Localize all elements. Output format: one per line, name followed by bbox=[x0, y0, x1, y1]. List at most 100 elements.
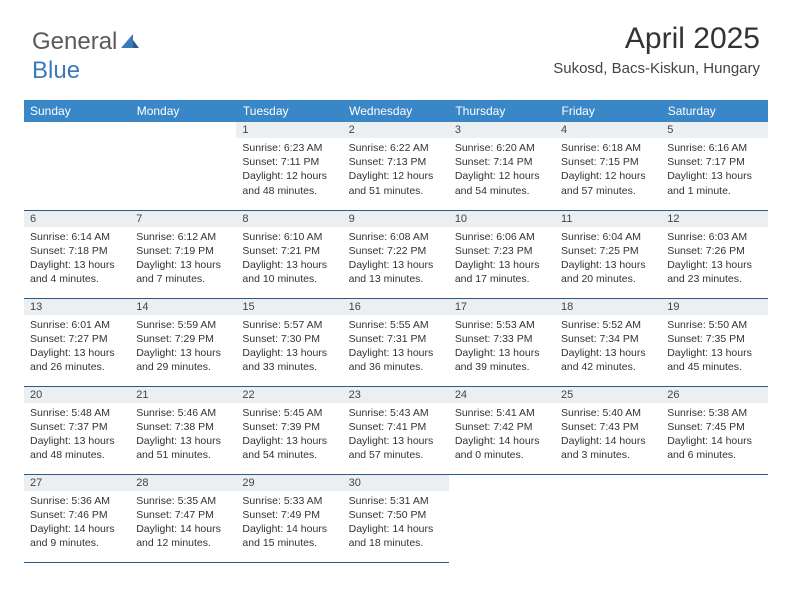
sunrise-line: Sunrise: 6:01 AM bbox=[30, 318, 124, 332]
sunset-line: Sunset: 7:43 PM bbox=[561, 420, 655, 434]
calendar-cell: 22Sunrise: 5:45 AMSunset: 7:39 PMDayligh… bbox=[236, 386, 342, 474]
sunset-line: Sunset: 7:13 PM bbox=[349, 155, 443, 169]
calendar-cell: 1Sunrise: 6:23 AMSunset: 7:11 PMDaylight… bbox=[236, 122, 342, 210]
sunset-line: Sunset: 7:29 PM bbox=[136, 332, 230, 346]
day-number: 9 bbox=[343, 211, 449, 227]
daylight-line: Daylight: 13 hours and 10 minutes. bbox=[242, 258, 336, 286]
daylight-line: Daylight: 13 hours and 26 minutes. bbox=[30, 346, 124, 374]
sunrise-line: Sunrise: 6:18 AM bbox=[561, 141, 655, 155]
calendar-cell: 10Sunrise: 6:06 AMSunset: 7:23 PMDayligh… bbox=[449, 210, 555, 298]
daylight-line: Daylight: 13 hours and 4 minutes. bbox=[30, 258, 124, 286]
calendar-cell: 2Sunrise: 6:22 AMSunset: 7:13 PMDaylight… bbox=[343, 122, 449, 210]
daylight-line: Daylight: 14 hours and 18 minutes. bbox=[349, 522, 443, 550]
calendar-cell: 24Sunrise: 5:41 AMSunset: 7:42 PMDayligh… bbox=[449, 386, 555, 474]
day-body: Sunrise: 5:43 AMSunset: 7:41 PMDaylight:… bbox=[343, 403, 449, 467]
calendar-cell bbox=[449, 474, 555, 562]
sunset-line: Sunset: 7:17 PM bbox=[667, 155, 761, 169]
calendar-cell: 5Sunrise: 6:16 AMSunset: 7:17 PMDaylight… bbox=[661, 122, 767, 210]
day-body: Sunrise: 6:04 AMSunset: 7:25 PMDaylight:… bbox=[555, 227, 661, 291]
weekday-header: Sunday bbox=[24, 100, 130, 122]
day-number: 24 bbox=[449, 387, 555, 403]
brand-part2: Blue bbox=[32, 57, 80, 84]
calendar-cell: 29Sunrise: 5:33 AMSunset: 7:49 PMDayligh… bbox=[236, 474, 342, 562]
sunset-line: Sunset: 7:22 PM bbox=[349, 244, 443, 258]
day-body: Sunrise: 6:22 AMSunset: 7:13 PMDaylight:… bbox=[343, 138, 449, 202]
day-body: Sunrise: 6:20 AMSunset: 7:14 PMDaylight:… bbox=[449, 138, 555, 202]
sunrise-line: Sunrise: 5:48 AM bbox=[30, 406, 124, 420]
calendar-cell: 16Sunrise: 5:55 AMSunset: 7:31 PMDayligh… bbox=[343, 298, 449, 386]
sunrise-line: Sunrise: 6:22 AM bbox=[349, 141, 443, 155]
page-title: April 2025 bbox=[553, 22, 760, 56]
day-number: 11 bbox=[555, 211, 661, 227]
calendar-cell: 8Sunrise: 6:10 AMSunset: 7:21 PMDaylight… bbox=[236, 210, 342, 298]
calendar-cell: 19Sunrise: 5:50 AMSunset: 7:35 PMDayligh… bbox=[661, 298, 767, 386]
day-number: 6 bbox=[24, 211, 130, 227]
brand-logo: General Blue bbox=[32, 28, 139, 85]
calendar-cell: 30Sunrise: 5:31 AMSunset: 7:50 PMDayligh… bbox=[343, 474, 449, 562]
day-body: Sunrise: 6:23 AMSunset: 7:11 PMDaylight:… bbox=[236, 138, 342, 202]
day-body: Sunrise: 5:59 AMSunset: 7:29 PMDaylight:… bbox=[130, 315, 236, 379]
sunset-line: Sunset: 7:18 PM bbox=[30, 244, 124, 258]
day-number: 23 bbox=[343, 387, 449, 403]
brand-sail-icon bbox=[119, 29, 139, 57]
day-body: Sunrise: 5:52 AMSunset: 7:34 PMDaylight:… bbox=[555, 315, 661, 379]
sunrise-line: Sunrise: 6:14 AM bbox=[30, 230, 124, 244]
page-location: Sukosd, Bacs-Kiskun, Hungary bbox=[553, 60, 760, 77]
sunset-line: Sunset: 7:42 PM bbox=[455, 420, 549, 434]
day-body: Sunrise: 5:57 AMSunset: 7:30 PMDaylight:… bbox=[236, 315, 342, 379]
page-header: April 2025 Sukosd, Bacs-Kiskun, Hungary bbox=[553, 22, 760, 77]
sunset-line: Sunset: 7:37 PM bbox=[30, 420, 124, 434]
sunset-line: Sunset: 7:39 PM bbox=[242, 420, 336, 434]
day-number: 5 bbox=[661, 122, 767, 138]
day-number: 27 bbox=[24, 475, 130, 491]
daylight-line: Daylight: 13 hours and 23 minutes. bbox=[667, 258, 761, 286]
sunset-line: Sunset: 7:46 PM bbox=[30, 508, 124, 522]
day-body: Sunrise: 6:18 AMSunset: 7:15 PMDaylight:… bbox=[555, 138, 661, 202]
day-body: Sunrise: 5:33 AMSunset: 7:49 PMDaylight:… bbox=[236, 491, 342, 555]
sunset-line: Sunset: 7:23 PM bbox=[455, 244, 549, 258]
calendar-cell: 25Sunrise: 5:40 AMSunset: 7:43 PMDayligh… bbox=[555, 386, 661, 474]
sunrise-line: Sunrise: 6:20 AM bbox=[455, 141, 549, 155]
calendar-row: 20Sunrise: 5:48 AMSunset: 7:37 PMDayligh… bbox=[24, 386, 768, 474]
day-number: 29 bbox=[236, 475, 342, 491]
day-body: Sunrise: 5:41 AMSunset: 7:42 PMDaylight:… bbox=[449, 403, 555, 467]
calendar-row: 13Sunrise: 6:01 AMSunset: 7:27 PMDayligh… bbox=[24, 298, 768, 386]
calendar-cell bbox=[555, 474, 661, 562]
sunset-line: Sunset: 7:19 PM bbox=[136, 244, 230, 258]
day-body: Sunrise: 5:55 AMSunset: 7:31 PMDaylight:… bbox=[343, 315, 449, 379]
sunrise-line: Sunrise: 5:38 AM bbox=[667, 406, 761, 420]
sunset-line: Sunset: 7:41 PM bbox=[349, 420, 443, 434]
sunrise-line: Sunrise: 5:31 AM bbox=[349, 494, 443, 508]
sunrise-line: Sunrise: 5:53 AM bbox=[455, 318, 549, 332]
daylight-line: Daylight: 13 hours and 36 minutes. bbox=[349, 346, 443, 374]
day-number: 1 bbox=[236, 122, 342, 138]
calendar-cell: 27Sunrise: 5:36 AMSunset: 7:46 PMDayligh… bbox=[24, 474, 130, 562]
calendar-cell: 3Sunrise: 6:20 AMSunset: 7:14 PMDaylight… bbox=[449, 122, 555, 210]
weekday-header: Friday bbox=[555, 100, 661, 122]
day-number: 30 bbox=[343, 475, 449, 491]
daylight-line: Daylight: 14 hours and 15 minutes. bbox=[242, 522, 336, 550]
day-body: Sunrise: 5:45 AMSunset: 7:39 PMDaylight:… bbox=[236, 403, 342, 467]
day-body: Sunrise: 6:06 AMSunset: 7:23 PMDaylight:… bbox=[449, 227, 555, 291]
daylight-line: Daylight: 12 hours and 57 minutes. bbox=[561, 169, 655, 197]
day-number: 2 bbox=[343, 122, 449, 138]
sunset-line: Sunset: 7:27 PM bbox=[30, 332, 124, 346]
daylight-line: Daylight: 13 hours and 29 minutes. bbox=[136, 346, 230, 374]
daylight-line: Daylight: 13 hours and 48 minutes. bbox=[30, 434, 124, 462]
sunrise-line: Sunrise: 5:59 AM bbox=[136, 318, 230, 332]
sunset-line: Sunset: 7:31 PM bbox=[349, 332, 443, 346]
sunrise-line: Sunrise: 5:43 AM bbox=[349, 406, 443, 420]
day-number: 3 bbox=[449, 122, 555, 138]
sunset-line: Sunset: 7:35 PM bbox=[667, 332, 761, 346]
sunrise-line: Sunrise: 6:16 AM bbox=[667, 141, 761, 155]
sunset-line: Sunset: 7:30 PM bbox=[242, 332, 336, 346]
day-body: Sunrise: 5:38 AMSunset: 7:45 PMDaylight:… bbox=[661, 403, 767, 467]
day-number: 19 bbox=[661, 299, 767, 315]
daylight-line: Daylight: 13 hours and 45 minutes. bbox=[667, 346, 761, 374]
calendar-cell: 12Sunrise: 6:03 AMSunset: 7:26 PMDayligh… bbox=[661, 210, 767, 298]
calendar-cell: 17Sunrise: 5:53 AMSunset: 7:33 PMDayligh… bbox=[449, 298, 555, 386]
calendar-row: 27Sunrise: 5:36 AMSunset: 7:46 PMDayligh… bbox=[24, 474, 768, 562]
sunrise-line: Sunrise: 6:03 AM bbox=[667, 230, 761, 244]
calendar-cell: 15Sunrise: 5:57 AMSunset: 7:30 PMDayligh… bbox=[236, 298, 342, 386]
day-number: 7 bbox=[130, 211, 236, 227]
